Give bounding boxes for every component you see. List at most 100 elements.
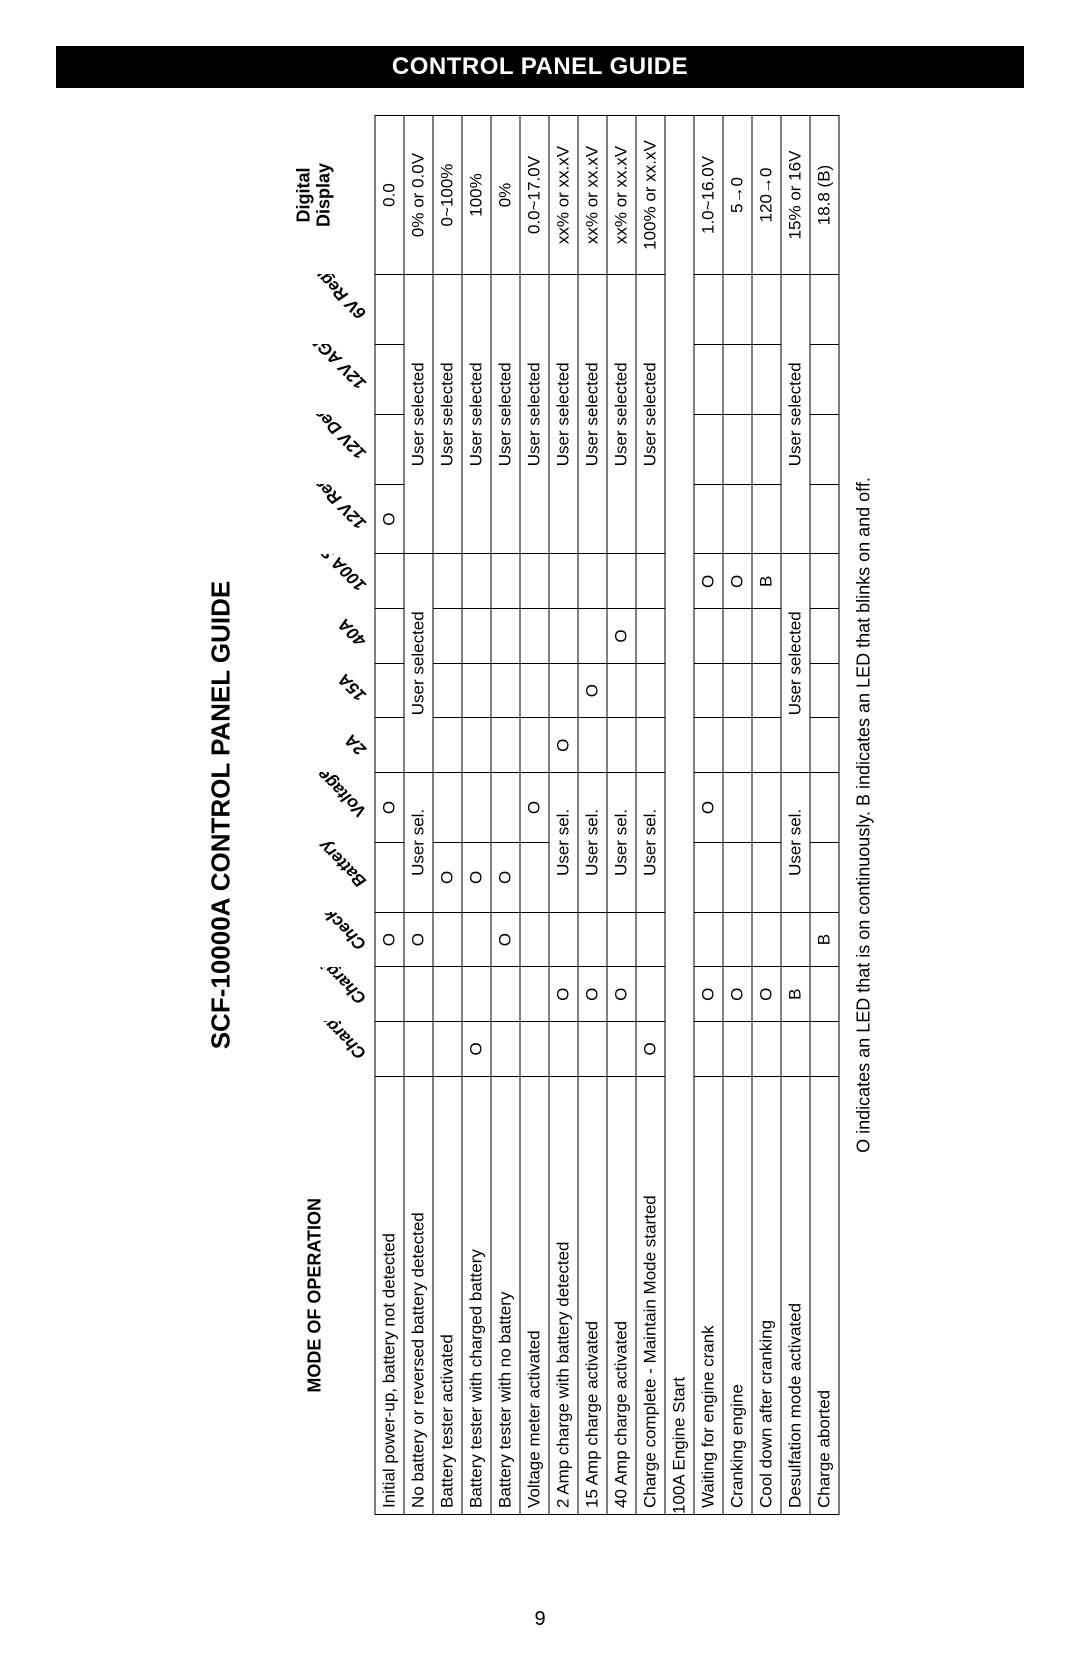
table-cell <box>752 663 781 718</box>
table-cell <box>752 1022 781 1077</box>
table-row: Battery tester with charged batteryOOUse… <box>462 116 491 1515</box>
hdr-100a: 100A Start <box>255 554 376 609</box>
hdr-diag: 40A <box>334 614 370 650</box>
table-cell <box>607 554 636 609</box>
table-cell <box>549 663 578 718</box>
table-cell <box>462 912 491 967</box>
table-cell: B <box>781 967 810 1022</box>
table-row: Battery tester with no batteryOOUser sel… <box>491 116 520 1515</box>
table-cell: Battery tester with charged battery <box>462 1076 491 1514</box>
table-cell: 120→0 <box>752 116 781 275</box>
table-cell: B <box>810 912 839 967</box>
table-cell: 0.0 <box>375 116 404 275</box>
table-cell <box>781 912 810 967</box>
table-cell: O <box>520 773 549 843</box>
table-body: Initial power-up, battery not detectedOO… <box>375 116 839 1515</box>
table-cell: Charge complete - Maintain Mode started <box>636 1076 665 1514</box>
table-cell: Initial power-up, battery not detected <box>375 1076 404 1514</box>
table-cell <box>578 609 607 664</box>
table-cell: O <box>636 1022 665 1077</box>
table-cell <box>752 912 781 967</box>
page-number: 9 <box>0 1608 1080 1631</box>
table-cell: O <box>694 773 723 843</box>
hdr-diag: Voltage <box>313 764 370 821</box>
table-cell: User selected <box>404 554 433 773</box>
table-cell <box>694 609 723 664</box>
table-row: Voltage meter activatedOUser selected0.0… <box>520 116 549 1515</box>
table-cell <box>491 773 520 843</box>
hdr-6v-reg: 6V Regular <box>255 275 376 345</box>
table-cell <box>723 344 752 414</box>
table-cell <box>549 554 578 609</box>
table-cell <box>694 484 723 554</box>
table-cell <box>781 1022 810 1077</box>
table-row: No battery or reversed battery detectedO… <box>404 116 433 1515</box>
table-cell: 18.8 (B) <box>810 116 839 275</box>
table-cell <box>433 663 462 718</box>
table-cell <box>694 842 723 912</box>
table-cell <box>462 967 491 1022</box>
table-cell <box>462 609 491 664</box>
table-cell: User sel. <box>781 773 810 913</box>
table-cell <box>433 1022 462 1077</box>
page: CONTROL PANEL GUIDE SCF-10000A CONTROL P… <box>0 0 1080 1669</box>
table-cell <box>607 1022 636 1077</box>
table-row: 15 Amp charge activatedOUser sel.OUser s… <box>578 116 607 1515</box>
content-column: SCF-10000A CONTROL PANEL GUIDE MODE OF O… <box>206 115 875 1515</box>
table-cell <box>520 967 549 1022</box>
table-cell <box>752 773 781 843</box>
hdr-2a: 2A <box>255 718 376 773</box>
hdr-charging: Charging <box>255 967 376 1022</box>
table-cell: User selected <box>404 275 433 555</box>
table-row: 100A Engine Start <box>665 116 694 1515</box>
table-cell: User selected <box>781 275 810 555</box>
table-cell <box>694 718 723 773</box>
table-cell: 0% <box>491 116 520 275</box>
table-cell: O <box>694 554 723 609</box>
table-cell <box>607 718 636 773</box>
table-cell: No battery or reversed battery detected <box>404 1076 433 1514</box>
table-cell <box>375 554 404 609</box>
table-cell: 0~100% <box>433 116 462 275</box>
table-cell: O <box>723 967 752 1022</box>
table-cell <box>694 663 723 718</box>
rotated-content: SCF-10000A CONTROL PANEL GUIDE MODE OF O… <box>206 115 875 1515</box>
table-cell: O <box>462 842 491 912</box>
table-cell <box>810 414 839 484</box>
table-cell <box>462 663 491 718</box>
table-cell: User selected <box>607 275 636 555</box>
table-cell <box>549 912 578 967</box>
hdr-charged: Charged <box>255 1022 376 1077</box>
table-cell <box>723 414 752 484</box>
table-cell <box>375 842 404 912</box>
table-cell <box>520 663 549 718</box>
table-cell <box>723 718 752 773</box>
table-cell: O <box>607 609 636 664</box>
table-row: 40 Amp charge activatedOUser sel.OUser s… <box>607 116 636 1515</box>
table-cell <box>723 609 752 664</box>
table-cell <box>375 967 404 1022</box>
table-cell <box>433 967 462 1022</box>
table-cell: 100% <box>462 116 491 275</box>
table-cell <box>520 554 549 609</box>
table-cell <box>723 1022 752 1077</box>
table-cell <box>375 718 404 773</box>
table-cell <box>578 554 607 609</box>
table-row: Waiting for engine crankOOO1.0~16.0V <box>694 116 723 1515</box>
table-cell <box>752 484 781 554</box>
table-cell: O <box>723 554 752 609</box>
table-cell <box>694 414 723 484</box>
table-cell: O <box>375 484 404 554</box>
table-cell <box>752 344 781 414</box>
table-cell <box>694 1022 723 1077</box>
table-cell: O <box>433 842 462 912</box>
table-cell: Voltage meter activated <box>520 1076 549 1514</box>
hdr-check: Check <box>255 912 376 967</box>
table-cell: User selected <box>781 554 810 773</box>
table-cell <box>578 912 607 967</box>
table-cell: 0.0~17.0V <box>520 116 549 275</box>
table-cell <box>752 842 781 912</box>
section-banner-text: CONTROL PANEL GUIDE <box>392 53 688 81</box>
table-cell <box>636 609 665 664</box>
table-cell <box>375 663 404 718</box>
